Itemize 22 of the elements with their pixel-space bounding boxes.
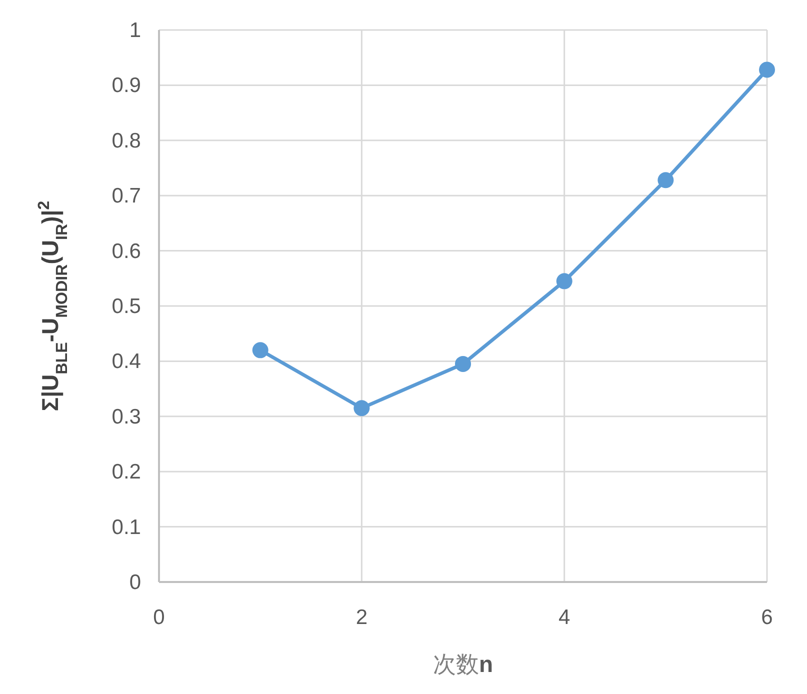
y-tick-label: 0.3 [112,405,141,428]
x-tick-label: 2 [356,606,368,629]
y-tick-label: 0.4 [112,350,142,374]
point [759,62,775,78]
point [556,273,572,290]
point [658,172,674,188]
point [455,356,471,372]
x-axis-title: 次数n [432,651,494,677]
y-tick-label: 0.9 [112,74,141,98]
y-tick-label: 1 [129,19,141,42]
point [252,342,268,358]
x-tick-label: 4 [558,606,570,629]
x-tick-label: 6 [761,606,773,629]
y-tick-label: 0 [129,571,141,594]
x-tick-label: 0 [153,606,165,629]
point [354,400,370,416]
y-tick-label: 0.1 [112,516,141,539]
y-tick-label: 0.6 [112,240,141,263]
y-tick-label: 0.2 [112,460,141,484]
y-tick-label: 0.8 [112,129,141,152]
y-tick-label: 0.7 [112,184,141,208]
y-tick-label: 0.5 [112,295,141,318]
